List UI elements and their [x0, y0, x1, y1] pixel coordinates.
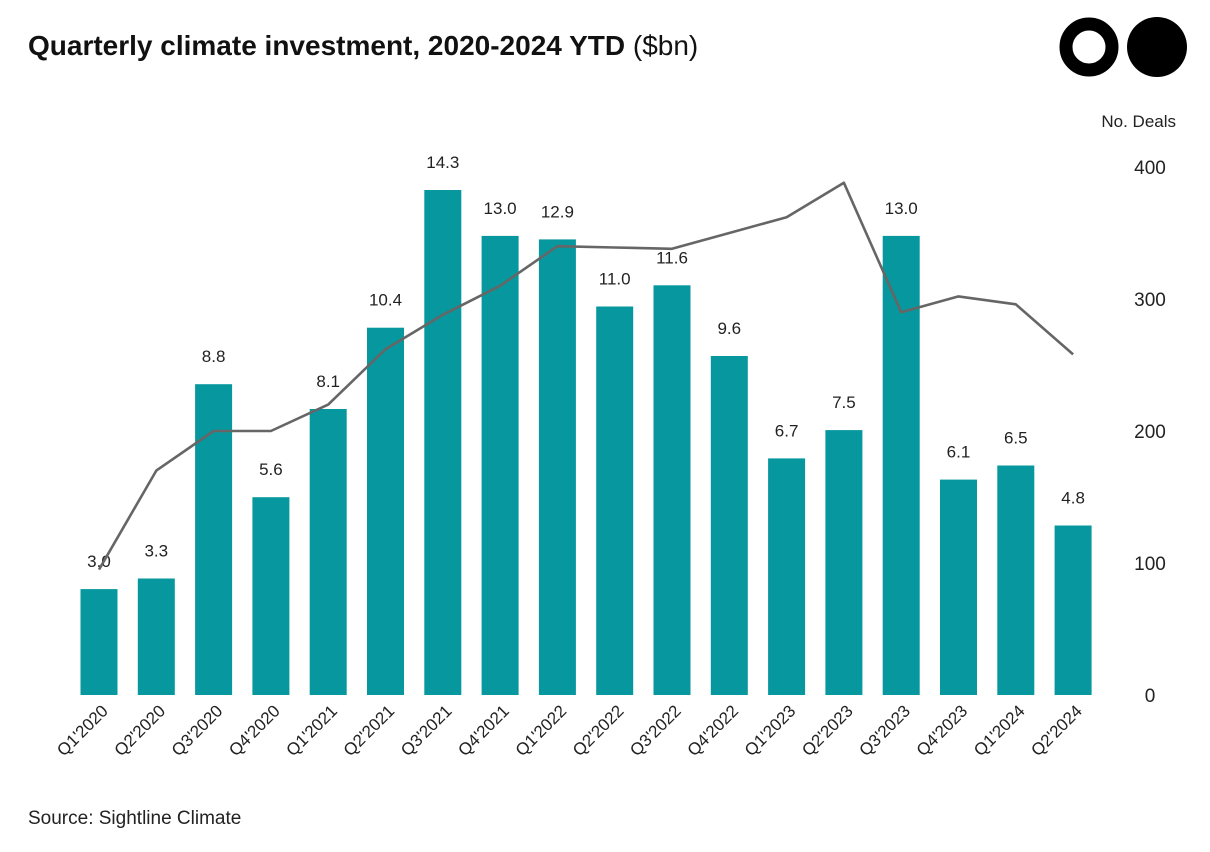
- bar-10: [653, 285, 691, 695]
- category-tick-label: Q3'2020: [168, 701, 227, 760]
- chart-title: Quarterly climate investment, 2020-2024 …: [28, 30, 698, 62]
- bar-value-label: 13.0: [484, 199, 517, 218]
- line-layer: [97, 181, 1074, 571]
- category-tick-label: Q1'2022: [512, 701, 571, 760]
- bar-value-label: 5.6: [259, 460, 283, 479]
- right-axis-title: No. Deals: [1101, 112, 1176, 131]
- chart-title-unit: ($bn): [632, 30, 699, 61]
- bar-value-label: 11.6: [656, 248, 688, 267]
- bar-value-label: 7.5: [832, 393, 856, 412]
- bar-value-label: 13.0: [885, 199, 918, 218]
- bar-7: [481, 235, 519, 695]
- bar-value-label: 8.8: [202, 347, 226, 366]
- category-tick-label: Q1'2023: [741, 701, 800, 760]
- bar-labels-layer: 3.03.38.85.68.110.414.313.0 12.911.011.69…: [87, 153, 1085, 571]
- chart-title-main: Quarterly climate investment, 2020-2024 …: [28, 30, 626, 61]
- bar-3: [252, 497, 290, 695]
- category-tick-label: Q2'2022: [569, 701, 628, 760]
- bar-value-label: 6.1: [947, 443, 971, 462]
- bar-value-label: 9.6: [717, 319, 741, 338]
- category-tick-label: Q2'2020: [111, 701, 170, 760]
- source-note: Source: Sightline Climate: [28, 808, 242, 829]
- bar-16: [997, 465, 1035, 695]
- bar-13: [825, 430, 863, 695]
- bar-9: [596, 306, 634, 695]
- bar-5: [367, 327, 404, 695]
- right-axis-layer: 0 100 200 300 400 No. Deals: [1101, 112, 1176, 707]
- bar-6: [424, 190, 462, 695]
- category-tick-label: Q2'2021: [340, 701, 399, 760]
- bar-0: [80, 589, 118, 695]
- right-axis-tick-label: 300: [1134, 290, 1166, 311]
- bar-value-label: 10.4: [369, 291, 402, 310]
- category-tick-label: Q1'2020: [53, 701, 112, 760]
- deals-line: [97, 181, 1074, 571]
- bar-15: [940, 479, 977, 695]
- category-tick-label: Q1'2021: [283, 701, 342, 760]
- bars-layer: [80, 190, 1092, 695]
- category-tick-label: Q4'2022: [684, 701, 743, 760]
- bar-4: [309, 409, 347, 695]
- bar-1: [137, 578, 175, 695]
- right-axis-tick-label: 200: [1134, 422, 1166, 443]
- bar-value-label: 12.9: [541, 202, 574, 221]
- category-tick-label: Q4'2021: [454, 701, 513, 760]
- bar-value-label: 6.7: [775, 421, 799, 440]
- right-axis-tick-label: 100: [1134, 554, 1166, 575]
- two-circles-logo-icon: [1059, 17, 1187, 77]
- right-axis-tick-label: 400: [1134, 158, 1166, 179]
- category-tick-label: Q1'2024: [970, 701, 1029, 760]
- right-axis-tick-label: 0: [1145, 686, 1156, 707]
- category-tick-label: Q3'2022: [626, 701, 685, 760]
- category-tick-label: Q4'2023: [913, 701, 972, 760]
- bar-14: [882, 235, 920, 695]
- bar-8: [538, 239, 576, 695]
- bar-17: [1054, 525, 1092, 695]
- category-tick-label: Q2'2024: [1027, 701, 1086, 760]
- bar-12: [768, 458, 806, 695]
- category-tick-label: Q3'2021: [397, 701, 456, 760]
- category-tick-label: Q2'2023: [798, 701, 857, 760]
- bar-value-label: 4.8: [1061, 489, 1085, 508]
- bar-2: [195, 384, 233, 695]
- bar-value-label: 14.3: [426, 153, 459, 172]
- category-tick-label: Q4'2020: [225, 701, 284, 760]
- bar-value-label: 3.3: [144, 542, 168, 561]
- bar-value-label: 11.0: [599, 270, 631, 289]
- bar-value-label: 6.5: [1004, 429, 1028, 448]
- category-tick-label: Q3'2023: [856, 701, 915, 760]
- category-labels-layer: Q1'2020Q2'2020Q3'2020Q4'2020Q1'2021Q2'20…: [53, 701, 1086, 760]
- bar-value-label: 8.1: [316, 372, 340, 391]
- bar-11: [710, 356, 748, 695]
